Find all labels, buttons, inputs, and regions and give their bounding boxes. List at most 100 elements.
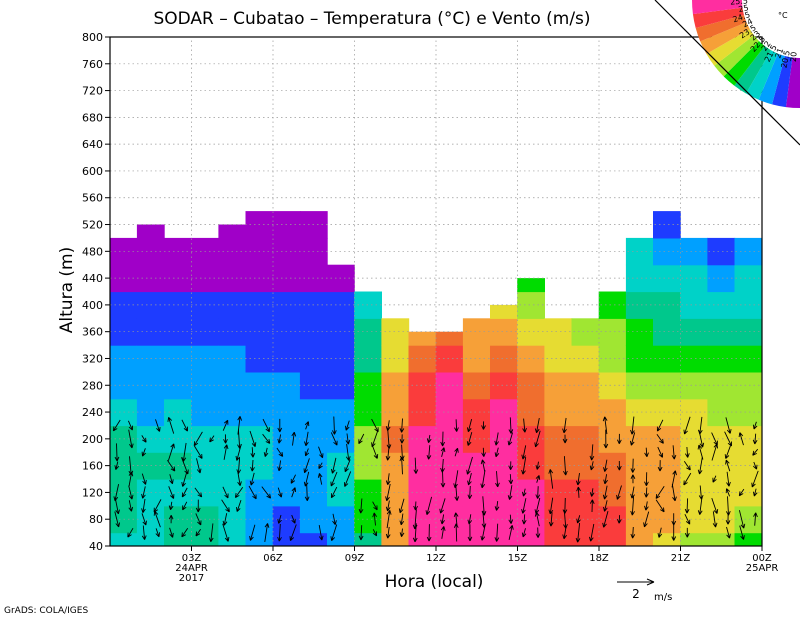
wind-arrow bbox=[289, 524, 297, 542]
wind-arrow bbox=[167, 443, 175, 461]
wind-arrow bbox=[548, 469, 554, 489]
field-cell bbox=[435, 532, 464, 546]
field-cell bbox=[571, 425, 600, 453]
wind-arrow bbox=[304, 448, 310, 457]
wind-arrow bbox=[616, 515, 622, 524]
field-cell bbox=[625, 398, 654, 427]
field-cell bbox=[653, 532, 681, 546]
wind-arrow bbox=[466, 456, 473, 475]
field-cell bbox=[517, 398, 545, 427]
field-cell bbox=[653, 237, 681, 266]
field-cell bbox=[571, 532, 600, 546]
wind-arrow bbox=[521, 514, 527, 525]
field-cell bbox=[381, 318, 410, 346]
field-cell bbox=[408, 505, 437, 534]
wind-arrow bbox=[616, 485, 622, 500]
wind-arrow bbox=[128, 500, 134, 512]
field-cell bbox=[707, 532, 736, 546]
x-tick-label: 09Z bbox=[345, 553, 365, 564]
wind-arrow bbox=[453, 512, 459, 526]
field-cell bbox=[544, 452, 573, 480]
field-cell bbox=[680, 425, 708, 453]
legend-swatch bbox=[700, 22, 750, 54]
wind-vectors bbox=[112, 416, 759, 543]
grid-lines bbox=[110, 37, 762, 546]
legend-level-label: 25 bbox=[738, 3, 750, 14]
field-cell bbox=[381, 505, 410, 534]
field-cell bbox=[381, 479, 410, 507]
wind-arrow bbox=[236, 457, 242, 474]
wind-arrow bbox=[535, 527, 541, 538]
wind-arrow bbox=[440, 431, 446, 447]
field-cell bbox=[707, 398, 736, 427]
wind-arrow bbox=[182, 501, 188, 511]
wind-arrow bbox=[168, 514, 174, 524]
field-cell bbox=[571, 479, 600, 507]
wind-arrow bbox=[494, 432, 499, 446]
field-cell bbox=[707, 318, 736, 346]
wind-arrow bbox=[196, 458, 202, 474]
field-cell bbox=[598, 371, 627, 400]
wind-arrow bbox=[616, 460, 622, 471]
wind-arrow bbox=[386, 510, 392, 529]
wind-arrow bbox=[684, 498, 690, 514]
field-cell bbox=[408, 532, 437, 546]
wind-arrow bbox=[141, 448, 147, 457]
field-cell bbox=[598, 425, 627, 453]
field-cell bbox=[164, 532, 192, 546]
wind-scale: 2 m/s bbox=[617, 578, 672, 603]
field-cell bbox=[517, 278, 545, 293]
wind-arrow bbox=[330, 457, 337, 474]
wind-arrow bbox=[589, 488, 595, 497]
field-cell bbox=[462, 318, 491, 346]
field-cell bbox=[408, 425, 437, 453]
wind-arrow bbox=[726, 496, 731, 516]
wind-arrow bbox=[535, 461, 541, 470]
wind-arrow bbox=[697, 496, 703, 515]
wind-arrow bbox=[738, 488, 745, 497]
wind-arrow bbox=[467, 472, 472, 486]
field-cell bbox=[218, 532, 247, 546]
wind-arrow bbox=[277, 418, 283, 433]
field-cell bbox=[490, 479, 518, 507]
field-cell bbox=[462, 371, 491, 400]
wind-arrow bbox=[194, 445, 203, 459]
wind-arrow bbox=[453, 470, 459, 489]
field-cell bbox=[680, 345, 708, 373]
field-cell bbox=[136, 224, 165, 239]
field-cell bbox=[598, 345, 627, 373]
field-cell bbox=[354, 532, 382, 546]
y-tick-label: 800 bbox=[82, 31, 103, 44]
field-cell bbox=[653, 505, 681, 534]
wind-arrow bbox=[222, 419, 229, 431]
field-cell bbox=[435, 345, 464, 373]
wind-arrow bbox=[698, 485, 704, 500]
field-cell bbox=[680, 398, 708, 427]
y-tick-label: 480 bbox=[82, 245, 103, 258]
field-cell bbox=[625, 237, 654, 266]
wind-arrow bbox=[739, 525, 745, 540]
field-cell bbox=[680, 237, 708, 266]
legend-level-label: 24 bbox=[741, 17, 754, 30]
wind-arrow bbox=[752, 461, 758, 470]
wind-arrow bbox=[534, 418, 540, 434]
wind-arrow bbox=[683, 472, 692, 486]
wind-arrow bbox=[290, 474, 297, 484]
y-tick-label: 760 bbox=[82, 58, 103, 71]
wind-arrow bbox=[141, 473, 147, 485]
field-cell bbox=[435, 398, 464, 427]
wind-arrow bbox=[330, 432, 338, 446]
wind-arrow bbox=[250, 459, 255, 472]
wind-arrow bbox=[358, 525, 364, 541]
field-cell bbox=[734, 318, 762, 346]
wind-arrow bbox=[508, 461, 514, 471]
field-cell bbox=[571, 318, 600, 346]
field-cell bbox=[544, 425, 573, 453]
wind-arrow bbox=[521, 488, 527, 497]
wind-arrow bbox=[454, 447, 459, 457]
wind-arrow bbox=[644, 487, 649, 498]
field-cell bbox=[462, 505, 491, 534]
wind-arrow bbox=[589, 499, 595, 513]
field-cell bbox=[598, 452, 627, 480]
wind-arrow bbox=[629, 432, 636, 446]
